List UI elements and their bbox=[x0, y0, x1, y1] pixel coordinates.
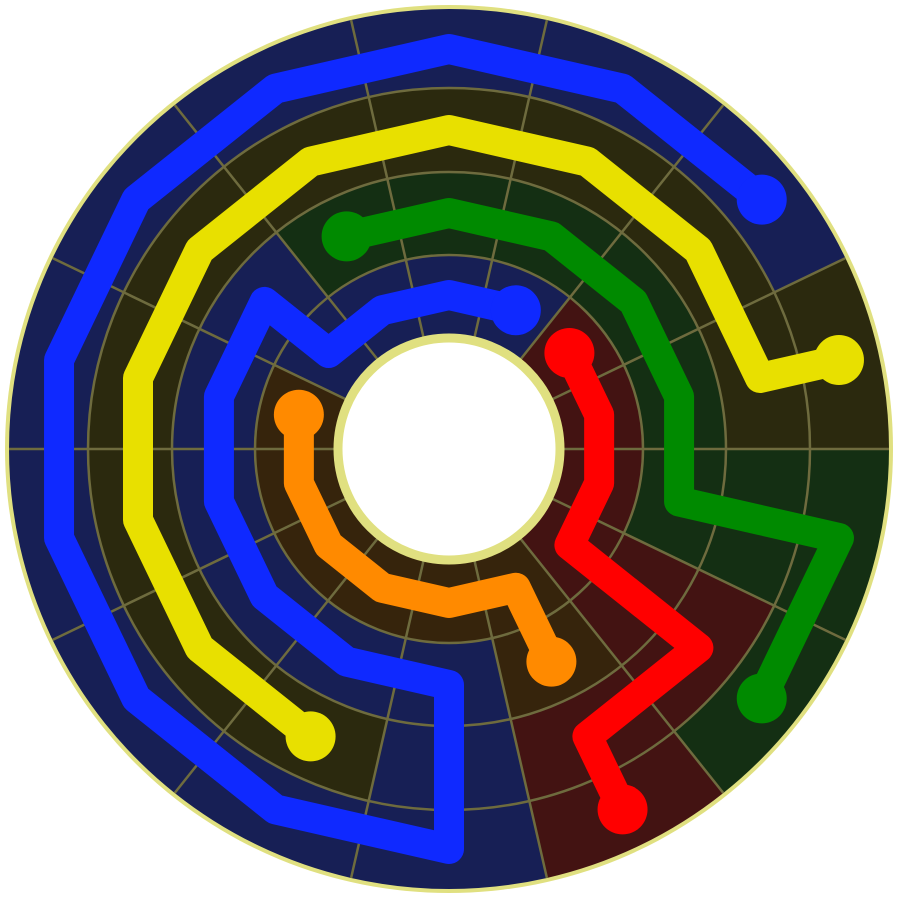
grid-sector-line bbox=[519, 537, 725, 794]
flow-endpoint-dot-red[interactable] bbox=[544, 327, 595, 378]
flow-red[interactable] bbox=[544, 327, 714, 835]
flow-path-green[interactable] bbox=[331, 198, 854, 714]
flow-path-red[interactable] bbox=[554, 337, 714, 825]
flow-endpoint-dot-green[interactable] bbox=[736, 673, 787, 724]
grid-sector-line bbox=[473, 559, 549, 879]
flow-path-orange[interactable] bbox=[283, 399, 567, 677]
flow-endpoint-dot-blue[interactable] bbox=[490, 285, 541, 336]
flow-endpoint-dot-green[interactable] bbox=[321, 211, 372, 262]
flow-endpoint-dot-orange[interactable] bbox=[526, 636, 577, 687]
flow-endpoint-dot-yellow[interactable] bbox=[285, 711, 336, 762]
grid-sector-line bbox=[551, 256, 846, 401]
flow-endpoint-dot-yellow[interactable] bbox=[813, 334, 864, 385]
flow-blue[interactable] bbox=[44, 34, 787, 864]
flow-yellow[interactable] bbox=[122, 115, 864, 762]
flow-endpoint-dot-blue[interactable] bbox=[736, 174, 787, 225]
flow-path-yellow[interactable] bbox=[122, 115, 854, 752]
flow-green[interactable] bbox=[321, 198, 854, 724]
board-center-hole bbox=[333, 333, 565, 565]
flow-paths[interactable] bbox=[44, 34, 864, 864]
flow-path-blue[interactable] bbox=[44, 34, 777, 864]
flow-orange[interactable] bbox=[273, 389, 577, 687]
flow-endpoint-dot-orange[interactable] bbox=[273, 389, 324, 440]
flow-endpoint-dot-red[interactable] bbox=[597, 784, 648, 835]
